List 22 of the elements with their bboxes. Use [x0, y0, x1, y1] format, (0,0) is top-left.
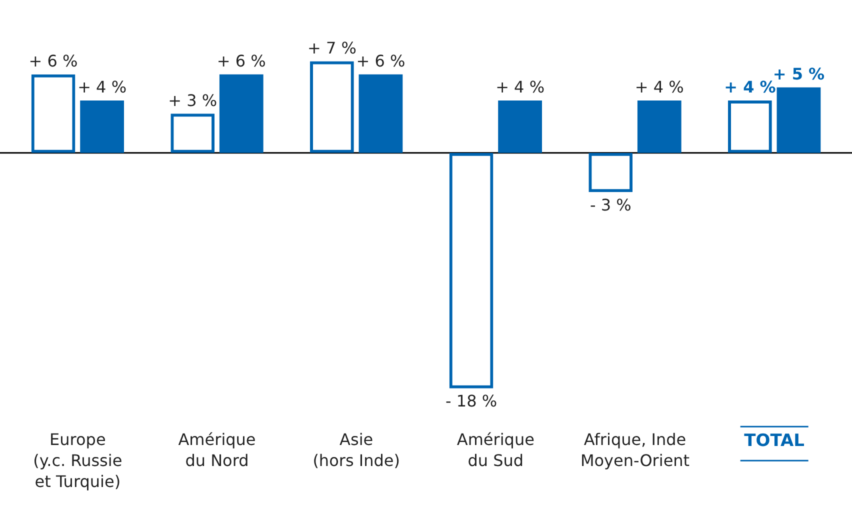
x-tick-label: Amérique du Nord [178, 430, 256, 470]
bar [498, 100, 542, 153]
bar [219, 74, 264, 153]
x-tick-label: Europe (y.c. Russie et Turquie) [33, 430, 122, 491]
data-label: - 3 % [590, 195, 632, 214]
data-label: + 6 % [356, 52, 406, 71]
x-tick-label: Asie (hors Inde) [312, 430, 400, 470]
data-label: + 4 % [634, 78, 684, 97]
x-tick-label: Amérique du Sud [456, 430, 534, 470]
data-label: + 3 % [168, 90, 218, 110]
bar [776, 87, 821, 153]
x-tick-label: Afrique, Inde Moyen-Orient [580, 430, 690, 470]
data-label: + 4 % [78, 78, 127, 97]
data-label: + 6 % [28, 52, 78, 71]
bar [358, 74, 403, 153]
data-label: + 6 % [216, 52, 266, 71]
data-label: + 4 % [496, 78, 545, 97]
bar [637, 100, 682, 153]
x-tick-label: TOTAL [744, 431, 805, 452]
bar [80, 100, 124, 153]
data-label: - 18 % [446, 392, 498, 411]
data-label: + 7 % [307, 38, 356, 58]
